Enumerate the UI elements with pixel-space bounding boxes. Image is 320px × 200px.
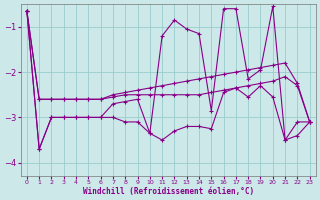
X-axis label: Windchill (Refroidissement éolien,°C): Windchill (Refroidissement éolien,°C): [83, 187, 254, 196]
